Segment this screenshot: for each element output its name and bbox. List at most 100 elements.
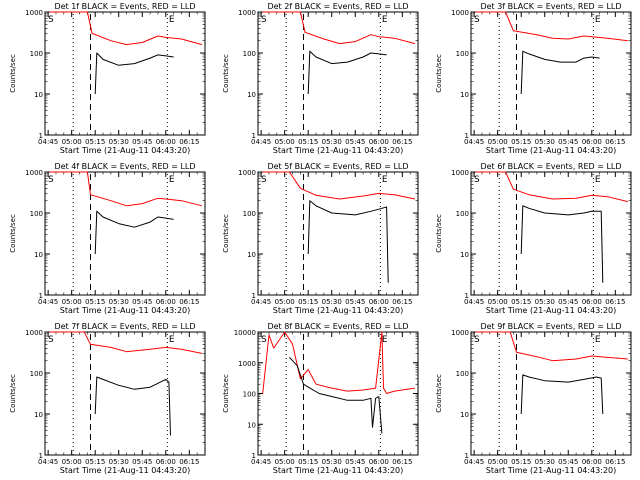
x-tick-label: 04:45	[38, 138, 58, 146]
end-marker-label: E	[169, 15, 175, 25]
x-axis-label: Start Time (21-Aug-11 04:43:20)	[273, 146, 404, 155]
y-tick-label: 1	[465, 452, 469, 460]
x-tick-label: 05:30	[109, 458, 129, 466]
x-tick-label: 05:15	[298, 298, 318, 306]
x-tick-label: 05:45	[132, 458, 152, 466]
y-tick-label: 10	[247, 251, 256, 259]
y-tick-label: 100	[30, 370, 43, 378]
x-axis-label: Start Time (21-Aug-11 04:43:20)	[60, 146, 191, 155]
y-axis-label: Counts/sec	[222, 374, 230, 413]
x-tick-label: 06:00	[156, 458, 176, 466]
x-tick-label: 06:15	[605, 298, 625, 306]
x-tick-label: 05:30	[109, 138, 129, 146]
x-tick-label: 05:00	[488, 458, 508, 466]
end-marker-label: E	[169, 335, 175, 345]
x-tick-label: 06:00	[156, 298, 176, 306]
y-tick-label: 10	[34, 411, 43, 419]
x-tick-label: 05:15	[511, 458, 531, 466]
events-series-line	[289, 356, 383, 434]
y-tick-label: 1000	[451, 329, 469, 337]
plot-frame	[44, 331, 206, 456]
x-axis-label: Start Time (21-Aug-11 04:43:20)	[60, 466, 191, 475]
panel-title: Det 3f BLACK = Events, RED = LLD	[480, 2, 621, 11]
x-tick-label: 06:00	[582, 458, 602, 466]
panel-det-6f: Det 6f BLACK = Events, RED = LLD 1000 100 1…	[435, 162, 632, 315]
panel-title: Det 2f BLACK = Events, RED = LLD	[267, 2, 408, 11]
x-tick-label: 04:45	[251, 298, 271, 306]
panel-det-4f: Det 4f BLACK = Events, RED = LLD 1000 100 1…	[9, 162, 206, 315]
y-tick-label: 1000	[25, 9, 43, 17]
y-tick-label: 10	[460, 251, 469, 259]
lld-series-line	[475, 331, 628, 362]
x-tick-label: 05:45	[345, 298, 365, 306]
x-tick-label: 06:00	[582, 138, 602, 146]
plot-frame	[470, 331, 632, 456]
x-tick-label: 05:45	[558, 138, 578, 146]
y-tick-label: 1000	[238, 9, 256, 17]
start-marker-label: S	[474, 175, 480, 185]
end-marker-label: E	[382, 15, 388, 25]
y-tick-label: 10	[460, 411, 469, 419]
y-tick-label: 10	[247, 421, 256, 429]
y-tick-label: 100	[456, 50, 469, 58]
lld-series-line	[475, 11, 628, 42]
lld-series-line	[49, 171, 203, 207]
x-tick-label: 05:00	[62, 458, 82, 466]
end-marker-label: E	[595, 175, 601, 185]
y-tick-label: 10	[34, 91, 43, 99]
y-tick-label: 1000	[238, 360, 256, 368]
panel-title: Det 5f BLACK = Events, RED = LLD	[267, 162, 408, 171]
x-tick-label: 05:00	[275, 138, 295, 146]
plot-frame	[257, 171, 419, 296]
panel-det-7f: Det 7f BLACK = Events, RED = LLD 1000 100 1…	[9, 322, 206, 475]
y-tick-label: 100	[30, 210, 43, 218]
x-tick-label: 05:15	[85, 458, 105, 466]
y-axis-label: Counts/sec	[9, 374, 17, 413]
y-tick-label: 1000	[238, 169, 256, 177]
x-tick-label: 05:15	[511, 138, 531, 146]
lld-series-line	[262, 11, 416, 45]
panel-title: Det 8f BLACK = Events, RED = LLD	[267, 322, 408, 331]
x-tick-label: 05:30	[535, 138, 555, 146]
y-axis-label: Counts/sec	[435, 54, 443, 93]
start-marker-label: S	[261, 175, 267, 185]
x-tick-label: 06:00	[369, 298, 389, 306]
x-tick-label: 05:30	[535, 458, 555, 466]
y-axis-label: Counts/sec	[222, 214, 230, 253]
y-tick-label: 100	[30, 50, 43, 58]
events-series-line	[94, 376, 171, 436]
x-tick-label: 06:15	[179, 298, 199, 306]
x-tick-label: 06:00	[582, 298, 602, 306]
x-tick-label: 04:45	[464, 138, 484, 146]
x-tick-label: 06:15	[605, 138, 625, 146]
lld-series-line	[49, 11, 203, 46]
x-axis-label: Start Time (21-Aug-11 04:43:20)	[273, 306, 404, 315]
x-tick-label: 06:15	[392, 138, 412, 146]
events-series-line	[520, 374, 604, 415]
panel-det-2f: Det 2f BLACK = Events, RED = LLD 1000 100 1…	[222, 2, 419, 155]
x-tick-label: 04:45	[464, 298, 484, 306]
panel-title: Det 6f BLACK = Events, RED = LLD	[480, 162, 621, 171]
y-tick-label: 1000	[25, 169, 43, 177]
y-tick-label: 10	[34, 251, 43, 259]
x-tick-label: 05:15	[511, 298, 531, 306]
x-tick-label: 06:15	[392, 458, 412, 466]
y-tick-label: 1	[252, 452, 256, 460]
x-axis-label: Start Time (21-Aug-11 04:43:20)	[273, 466, 404, 475]
x-tick-label: 05:00	[488, 138, 508, 146]
y-tick-label: 100	[243, 210, 256, 218]
events-series-line	[307, 50, 387, 95]
x-tick-label: 05:00	[62, 298, 82, 306]
x-tick-label: 05:45	[345, 138, 365, 146]
y-tick-label: 1	[465, 132, 469, 140]
end-marker-label: E	[595, 15, 601, 25]
lld-series-line	[262, 171, 416, 200]
x-tick-label: 04:45	[251, 458, 271, 466]
y-tick-label: 100	[243, 391, 256, 399]
x-tick-label: 05:45	[132, 298, 152, 306]
end-marker-label: E	[169, 175, 175, 185]
x-axis-label: Start Time (21-Aug-11 04:43:20)	[486, 466, 617, 475]
y-axis-label: Counts/sec	[435, 214, 443, 253]
y-tick-label: 1	[252, 292, 256, 300]
